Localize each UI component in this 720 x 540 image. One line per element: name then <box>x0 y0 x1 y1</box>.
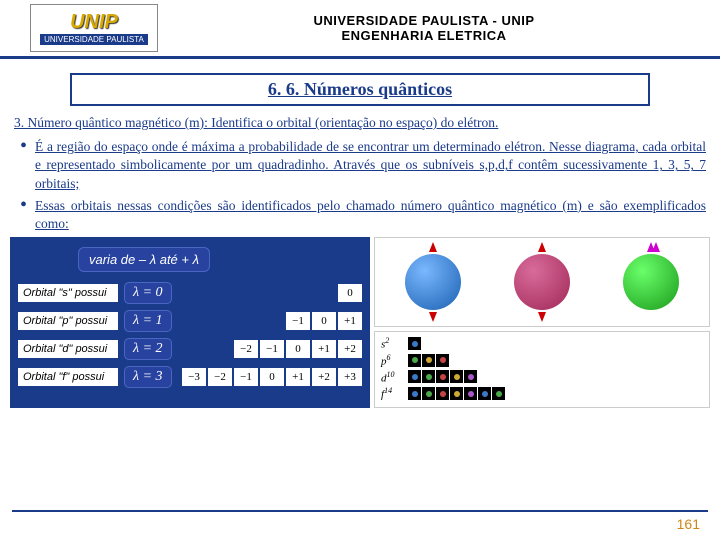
orbital-label: Orbital "f" possui <box>18 368 118 386</box>
orbital-row: Orbital "p" possui λ = 1 −10+1 <box>18 310 362 332</box>
num-cell: +1 <box>312 340 336 358</box>
orbital-box <box>422 354 435 367</box>
para-intro: 3. Número quântico magnético (m): Identi… <box>14 114 706 132</box>
shell-row: s2 <box>381 336 703 351</box>
num-cell: 0 <box>286 340 310 358</box>
orbital-box <box>422 370 435 383</box>
num-cell: −1 <box>260 340 284 358</box>
orbital-row: Orbital "f" possui λ = 3 −3−2−10+1+2+3 <box>18 366 362 388</box>
num-cell: −2 <box>208 368 232 386</box>
num-cell: 0 <box>338 284 362 302</box>
orbital-box <box>450 370 463 383</box>
num-cell: 0 <box>312 312 336 330</box>
num-cell: −1 <box>286 312 310 330</box>
num-cells: −3−2−10+1+2+3 <box>182 368 362 386</box>
sphere-pink <box>514 254 570 310</box>
bullet-1: • É a região do espaço onde é máxima a p… <box>14 138 706 193</box>
lambda-value: λ = 0 <box>124 282 172 304</box>
diagram-area: varia de – λ até + λ Orbital "s" possui λ… <box>10 237 710 408</box>
shell-symbol: d10 <box>381 370 403 385</box>
orbital-box <box>408 354 421 367</box>
content: 3. Número quântico magnético (m): Identi… <box>0 114 720 233</box>
bullet-2: • Essas orbitais nessas condições são id… <box>14 197 706 233</box>
dept-name: ENGENHARIA ELETRICA <box>158 28 690 43</box>
orbital-boxes <box>408 354 449 367</box>
section-title: 6. 6. Números quânticos <box>268 79 452 99</box>
logo-top: UNIP <box>70 11 118 34</box>
orbital-box <box>408 337 421 350</box>
orbital-boxes <box>408 370 477 383</box>
sphere-blue <box>405 254 461 310</box>
page-number: 161 <box>677 516 700 532</box>
lambda-value: λ = 2 <box>124 338 172 360</box>
num-cell: −2 <box>234 340 258 358</box>
shell-row: f14 <box>381 386 703 401</box>
logo-bottom: UNIVERSIDADE PAULISTA <box>40 34 148 45</box>
num-cell: +2 <box>338 340 362 358</box>
inst-name: UNIVERSIDADE PAULISTA - UNIP <box>158 13 690 28</box>
orbital-box <box>408 370 421 383</box>
orbital-row: Orbital "s" possui λ = 0 0 <box>18 282 362 304</box>
num-cell: +1 <box>286 368 310 386</box>
orbital-label: Orbital "s" possui <box>18 284 118 302</box>
orbital-box <box>492 387 505 400</box>
shell-symbol: f14 <box>381 386 403 401</box>
num-cells: −10+1 <box>286 312 362 330</box>
header: UNIP UNIVERSIDADE PAULISTA UNIVERSIDADE … <box>0 0 720 59</box>
bullet-icon: • <box>20 197 27 233</box>
bullet-2-text: Essas orbitais nessas condições são iden… <box>35 197 706 233</box>
lambda-panel: varia de – λ até + λ Orbital "s" possui λ… <box>10 237 370 408</box>
num-cells: 0 <box>338 284 362 302</box>
varia-box: varia de – λ até + λ <box>78 247 210 272</box>
orbital-box <box>436 370 449 383</box>
num-cells: −2−10+1+2 <box>234 340 362 358</box>
num-cell: −3 <box>182 368 206 386</box>
num-cell: 0 <box>260 368 284 386</box>
logo: UNIP UNIVERSIDADE PAULISTA <box>30 4 158 52</box>
lambda-value: λ = 1 <box>124 310 172 332</box>
orbital-label: Orbital "d" possui <box>18 340 118 358</box>
orbital-box <box>478 387 491 400</box>
bullet-1-text: É a região do espaço onde é máxima a pro… <box>35 138 706 193</box>
orbital-box <box>464 370 477 383</box>
sphere-diagram <box>374 237 710 327</box>
shell-row: d10 <box>381 370 703 385</box>
section-title-box: 6. 6. Números quânticos <box>70 73 650 106</box>
shell-row: p6 <box>381 353 703 368</box>
orbital-box <box>464 387 477 400</box>
orbital-box <box>436 387 449 400</box>
orbital-boxes <box>408 387 505 400</box>
num-cell: +1 <box>338 312 362 330</box>
num-cell: +3 <box>338 368 362 386</box>
num-cell: +2 <box>312 368 336 386</box>
lambda-value: λ = 3 <box>124 366 172 388</box>
shell-symbol: s2 <box>381 336 403 351</box>
orbital-box <box>408 387 421 400</box>
orbital-box-diagram: s2 p6 d10f14 <box>374 331 710 408</box>
shell-symbol: p6 <box>381 353 403 368</box>
footer-rule <box>12 510 708 512</box>
orbital-box <box>422 387 435 400</box>
right-panel: s2 p6 d10f14 <box>374 237 710 408</box>
bullet-icon: • <box>20 138 27 193</box>
orbital-label: Orbital "p" possui <box>18 312 118 330</box>
orbital-box <box>436 354 449 367</box>
orbital-box <box>450 387 463 400</box>
num-cell: −1 <box>234 368 258 386</box>
header-text: UNIVERSIDADE PAULISTA - UNIP ENGENHARIA … <box>158 13 690 43</box>
orbital-boxes <box>408 337 421 350</box>
orbital-row: Orbital "d" possui λ = 2 −2−10+1+2 <box>18 338 362 360</box>
sphere-green <box>623 254 679 310</box>
